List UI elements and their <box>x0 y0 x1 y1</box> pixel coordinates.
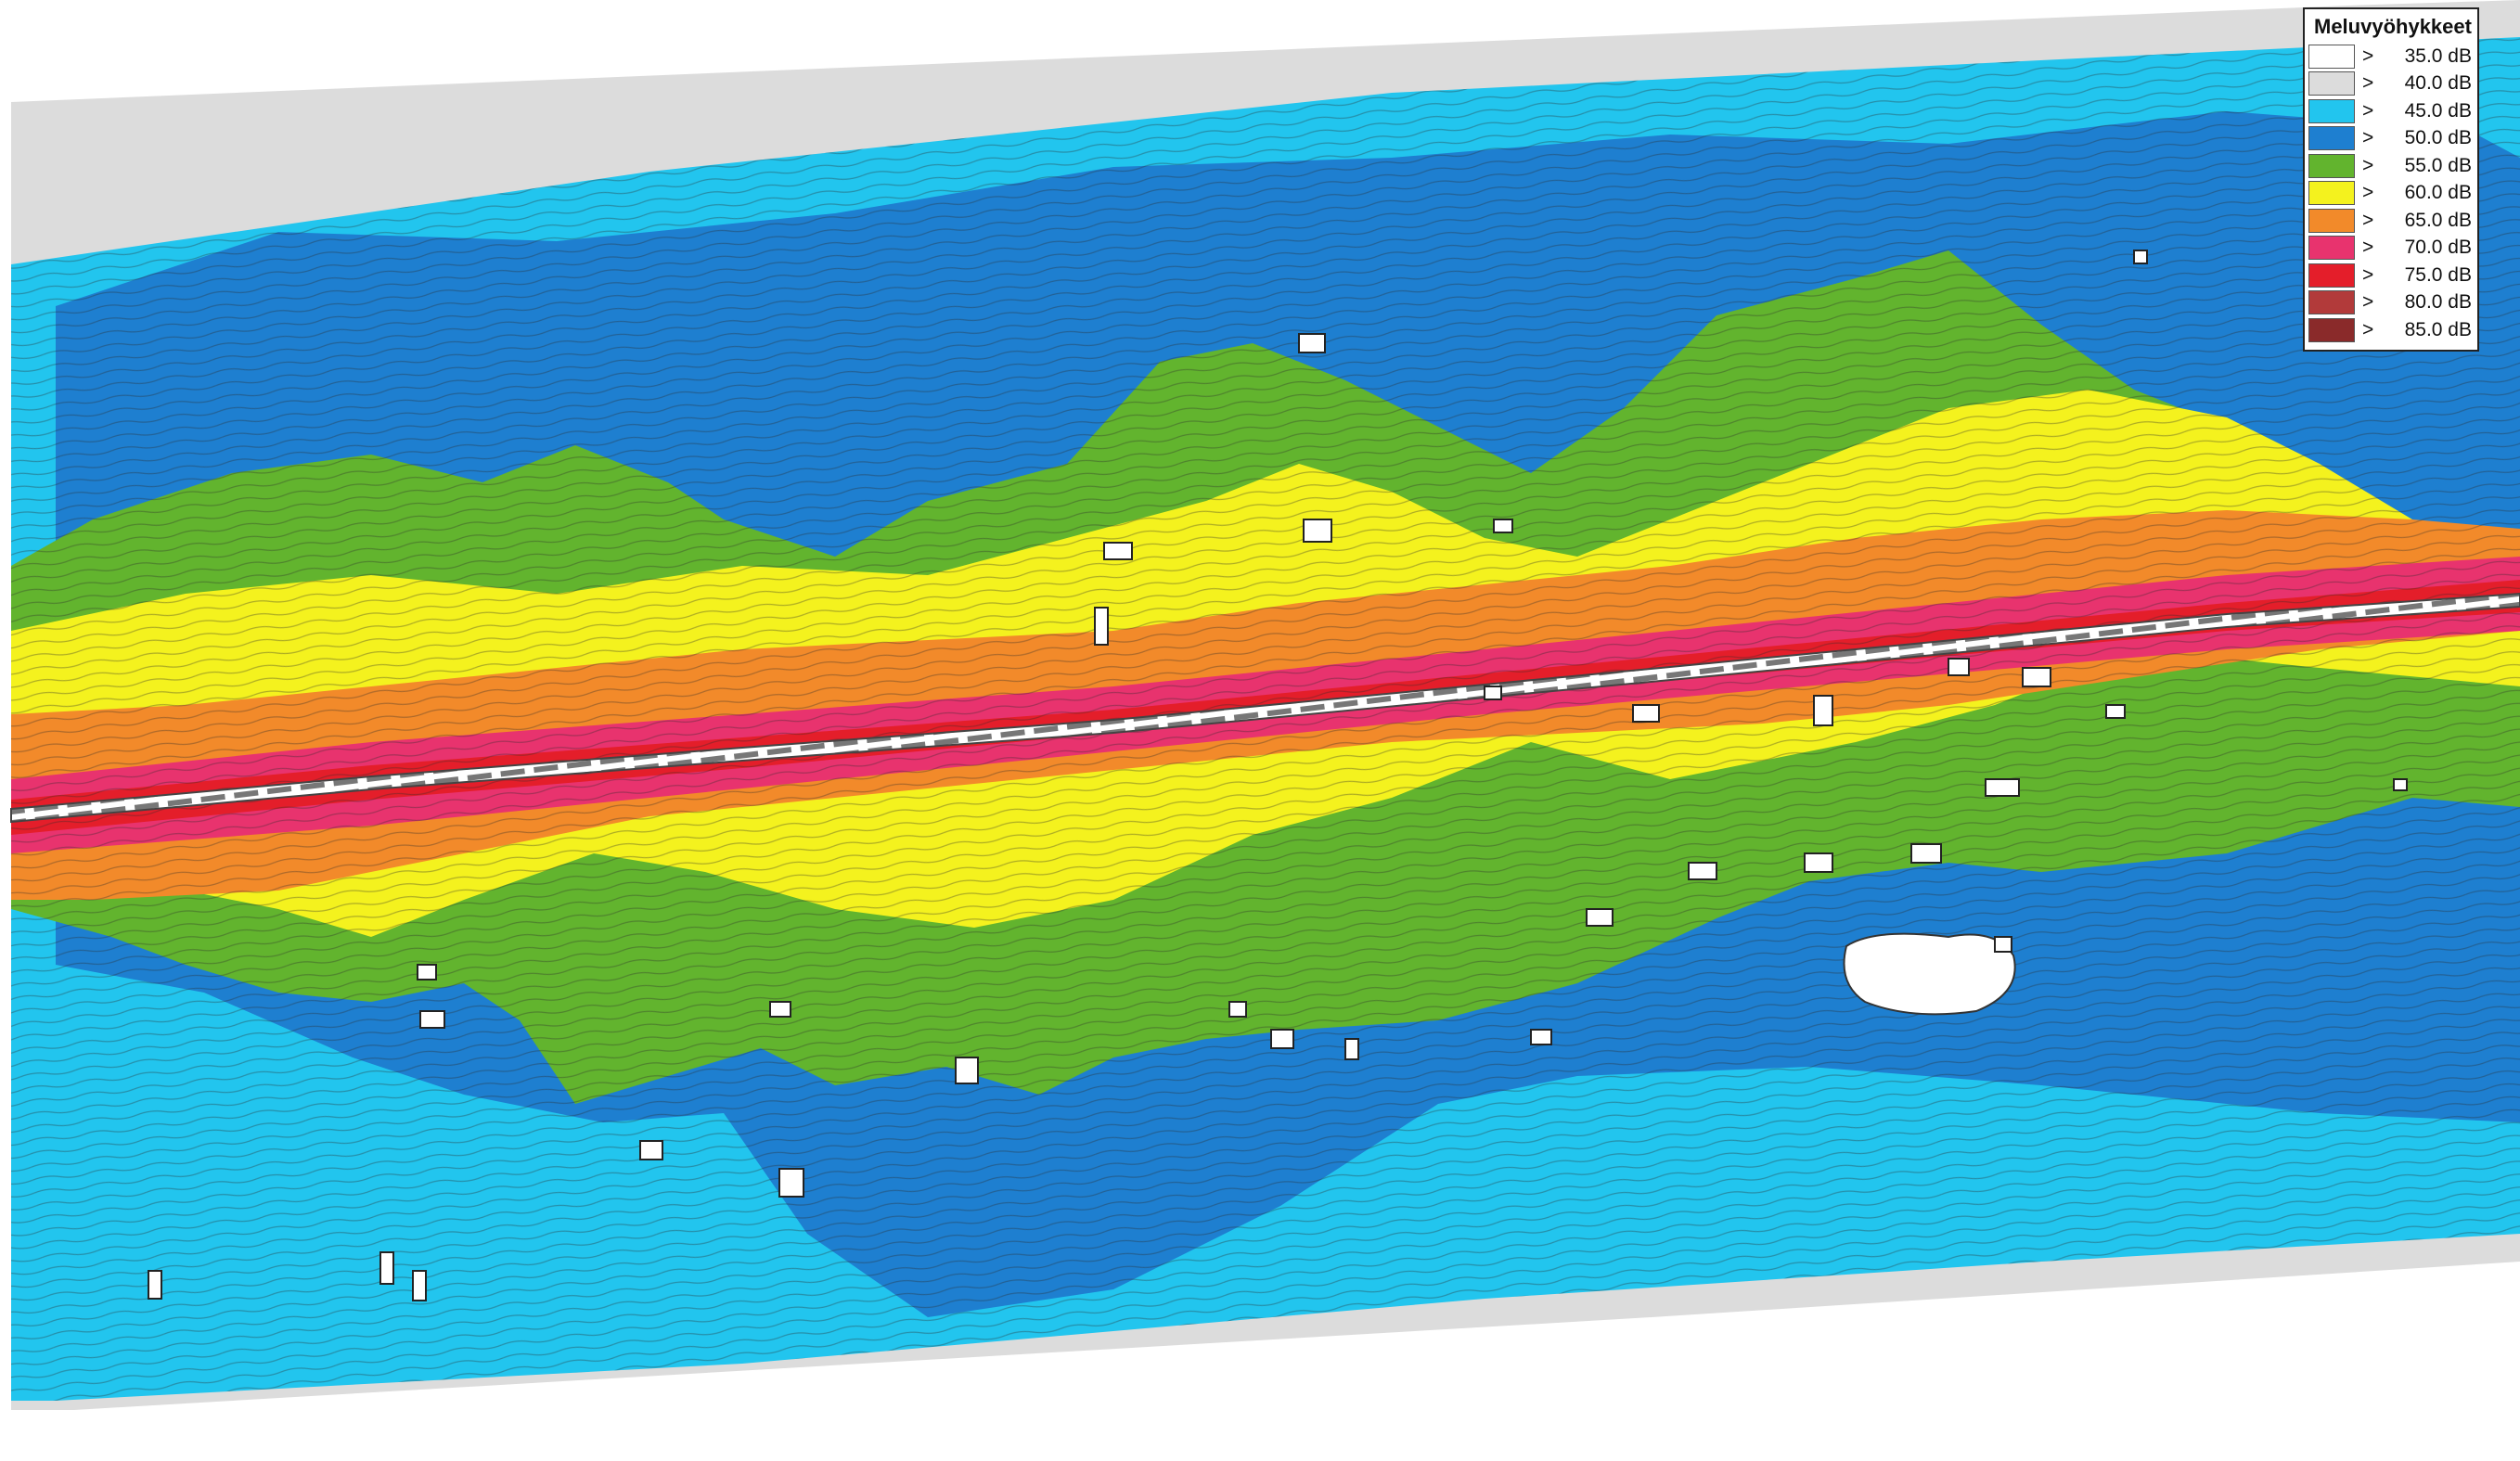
legend-rows: >35.0 dB >40.0 dB >45.0 dB >50.0 dB >55.0 dB… <box>2308 43 2474 344</box>
legend-swatch <box>2308 71 2355 96</box>
legend-swatch <box>2308 44 2355 69</box>
legend-label: 55.0 dB <box>2404 154 2472 176</box>
buildings <box>148 250 2408 1301</box>
legend-row: >60.0 dB <box>2308 180 2474 208</box>
legend: Meluvyöhykkeet >35.0 dB >40.0 dB >45.0 dB >… <box>2303 7 2479 352</box>
legend-label: 50.0 dB <box>2404 127 2472 149</box>
legend-swatch <box>2308 98 2355 123</box>
legend-swatch <box>2308 153 2355 178</box>
legend-row: >35.0 dB <box>2308 43 2474 70</box>
legend-swatch <box>2308 181 2355 206</box>
legend-label: 75.0 dB <box>2404 263 2472 286</box>
legend-swatch <box>2308 290 2355 315</box>
legend-row: >45.0 dB <box>2308 97 2474 125</box>
legend-symbol: > <box>2362 45 2374 67</box>
legend-label: 85.0 dB <box>2404 318 2472 340</box>
legend-swatch <box>2308 126 2355 151</box>
legend-label: 80.0 dB <box>2404 291 2472 314</box>
legend-row: >85.0 dB <box>2308 316 2474 344</box>
legend-label: 35.0 dB <box>2404 45 2472 67</box>
legend-symbol: > <box>2362 99 2374 122</box>
legend-row: >70.0 dB <box>2308 235 2474 263</box>
legend-symbol: > <box>2362 182 2374 204</box>
legend-label: 60.0 dB <box>2404 182 2472 204</box>
legend-label: 40.0 dB <box>2404 72 2472 95</box>
legend-row: >50.0 dB <box>2308 125 2474 153</box>
legend-symbol: > <box>2362 291 2374 314</box>
legend-symbol: > <box>2362 263 2374 286</box>
legend-label: 70.0 dB <box>2404 237 2472 259</box>
legend-label: 45.0 dB <box>2404 99 2472 122</box>
legend-row: >80.0 dB <box>2308 289 2474 317</box>
legend-label: 65.0 dB <box>2404 209 2472 231</box>
legend-symbol: > <box>2362 72 2374 95</box>
legend-swatch <box>2308 317 2355 342</box>
legend-row: >65.0 dB <box>2308 207 2474 235</box>
legend-symbol: > <box>2362 237 2374 259</box>
legend-swatch <box>2308 236 2355 261</box>
legend-row: >40.0 dB <box>2308 70 2474 98</box>
legend-swatch <box>2308 263 2355 288</box>
legend-symbol: > <box>2362 318 2374 340</box>
legend-swatch <box>2308 208 2355 233</box>
legend-symbol: > <box>2362 154 2374 176</box>
road <box>10 592 2520 824</box>
legend-row: >55.0 dB <box>2308 152 2474 180</box>
pond <box>1843 932 2016 1016</box>
legend-title: Meluvyöhykkeet <box>2314 15 2472 38</box>
legend-row: >75.0 dB <box>2308 262 2474 289</box>
legend-symbol: > <box>2362 127 2374 149</box>
legend-symbol: > <box>2362 209 2374 231</box>
